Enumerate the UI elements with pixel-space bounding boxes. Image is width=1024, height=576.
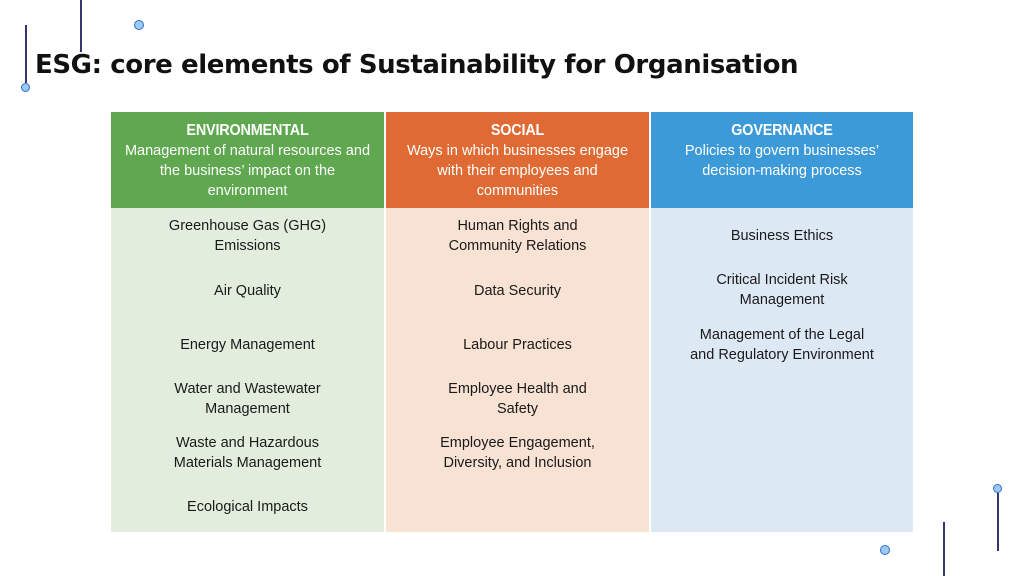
social-description: Ways in which businesses engage with the… <box>406 143 629 199</box>
environmental-item: Water and Wastewater Management <box>174 381 321 417</box>
environmental-description: Management of natural resources and the … <box>124 143 371 199</box>
social-item: Employee Engagement, Diversity, and Incl… <box>440 435 595 471</box>
social-item: Human Rights and Community Relations <box>448 218 587 254</box>
decorative-line-bottom-right-1 <box>997 493 999 551</box>
decorative-dot-right <box>993 484 1002 493</box>
environmental-body: Greenhouse Gas (GHG) Emissions Air Quali… <box>111 208 384 532</box>
environmental-item: Ecological Impacts <box>187 499 308 515</box>
environmental-item: Air Quality <box>214 283 281 299</box>
decorative-dot-bottom <box>880 545 890 555</box>
social-body: Human Rights and Community Relations Dat… <box>386 208 649 532</box>
environmental-item: Waste and Hazardous Materials Management <box>173 435 322 471</box>
environmental-column: ENVIRONMENTAL Management of natural reso… <box>111 112 384 532</box>
slide-title: ESG: core elements of Sustainability for… <box>35 50 799 80</box>
governance-column: GOVERNANCE Policies to govern businesses… <box>651 112 913 532</box>
decorative-line-top-left-1 <box>80 0 82 52</box>
environmental-item: Energy Management <box>180 337 315 353</box>
environmental-header: ENVIRONMENTAL Management of natural reso… <box>111 112 384 208</box>
environmental-item: Greenhouse Gas (GHG) Emissions <box>168 218 327 254</box>
decorative-line-bottom-right-2 <box>943 522 945 576</box>
governance-body: Business Ethics Critical Incident Risk M… <box>651 208 913 532</box>
governance-item: Business Ethics <box>730 228 834 244</box>
decorative-dot-top <box>134 20 144 30</box>
decorative-line-top-left-2 <box>25 25 27 83</box>
social-column: SOCIAL Ways in which businesses engage w… <box>386 112 649 532</box>
environmental-heading: ENVIRONMENTAL <box>186 122 309 139</box>
social-header: SOCIAL Ways in which businesses engage w… <box>386 112 649 208</box>
governance-heading: GOVERNANCE <box>731 122 833 139</box>
social-item: Labour Practices <box>463 337 572 353</box>
social-heading: SOCIAL <box>490 122 545 139</box>
governance-item: Management of the Legal and Regulatory E… <box>690 327 874 363</box>
governance-item: Critical Incident Risk Management <box>716 272 848 308</box>
governance-description: Policies to govern businesses’ decision-… <box>684 143 880 179</box>
governance-header: GOVERNANCE Policies to govern businesses… <box>651 112 913 208</box>
social-item: Data Security <box>473 283 562 299</box>
social-item: Employee Health and Safety <box>448 381 587 417</box>
decorative-dot-left <box>21 83 30 92</box>
esg-table: ENVIRONMENTAL Management of natural reso… <box>111 112 913 532</box>
